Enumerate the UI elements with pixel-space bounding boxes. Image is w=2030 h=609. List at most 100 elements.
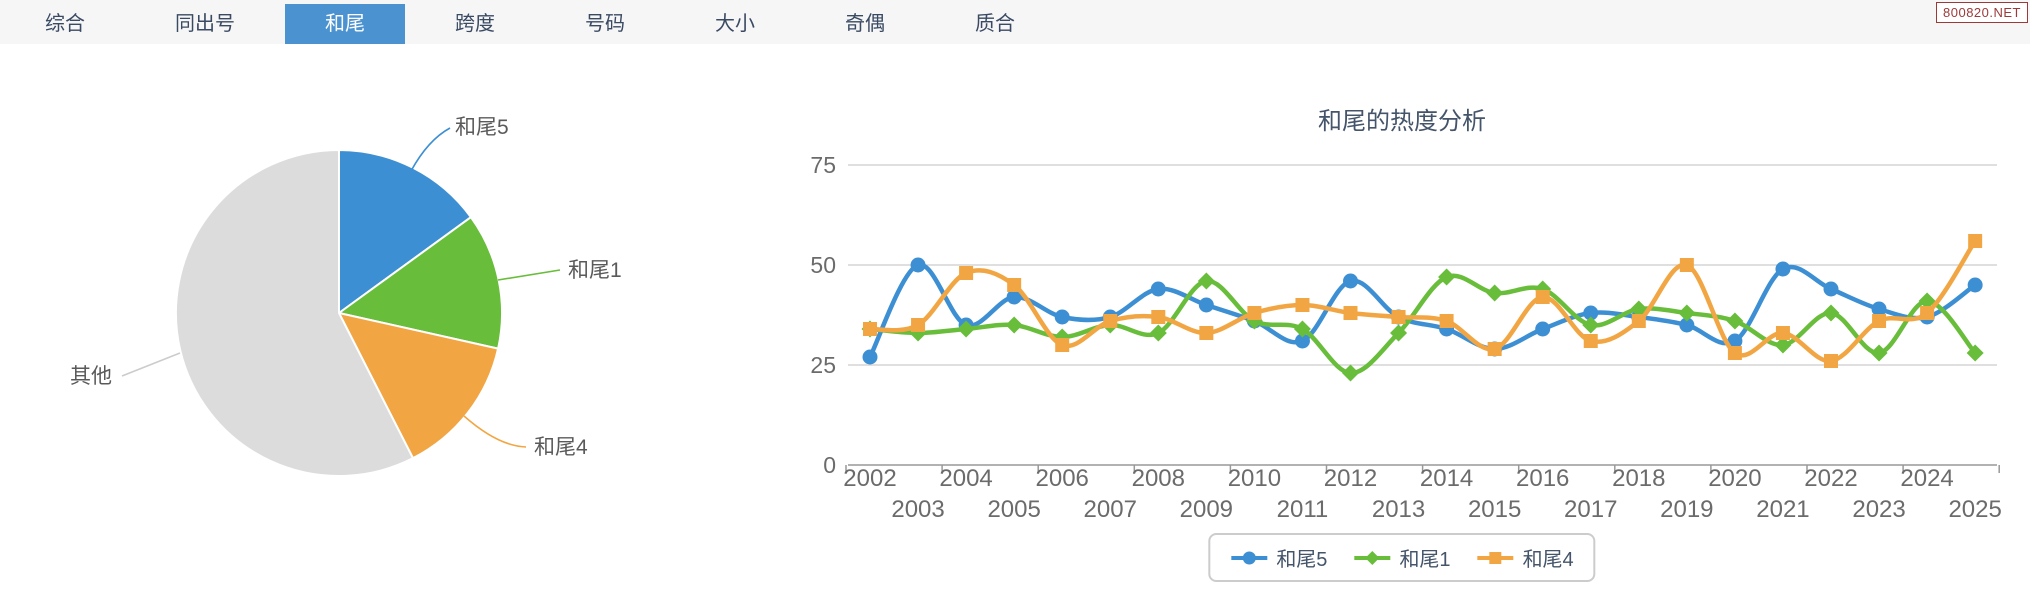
x-tick-label-2002: 2002	[843, 465, 896, 492]
marker-square-hewei4	[863, 322, 877, 336]
marker-diamond-hewei1	[1342, 364, 1359, 382]
marker-square-hewei4	[1920, 306, 1935, 320]
marker-circle-hewei5	[1967, 277, 1983, 293]
trend-chart: 0 25 50 75 2002 2003 2004 2005 2006 2007 2008 2009 2…	[810, 152, 2001, 523]
pie-chart: 和尾5 和尾1 和尾4 其他	[70, 116, 622, 477]
marker-square-hewei4	[959, 266, 974, 280]
x-tick-label-2009: 2009	[1180, 496, 1233, 523]
legend-item-hewei1[interactable]: 和尾1	[1353, 543, 1451, 572]
marker-circle-hewei5	[1823, 281, 1839, 297]
legend-marker-circle-icon	[1231, 551, 1268, 564]
legend-marker-diamond-icon	[1354, 550, 1391, 565]
x-tick-label-2005: 2005	[987, 496, 1040, 523]
x-tick-label-2012: 2012	[1324, 465, 1377, 492]
marker-square-hewei4	[1631, 314, 1646, 328]
tab-daxiao[interactable]: 大小	[715, 13, 755, 35]
marker-square-hewei4	[1439, 314, 1454, 328]
pie-label-hewei4: 和尾4	[534, 436, 588, 459]
marker-square-hewei4	[1968, 234, 1983, 248]
legend-label-hewei1: 和尾1	[1399, 549, 1451, 571]
x-tick-label-2008: 2008	[1132, 465, 1185, 492]
x-tick-label-2015: 2015	[1468, 496, 1521, 523]
x-tick-label-2019: 2019	[1660, 496, 1713, 523]
marker-diamond-hewei1	[1678, 304, 1696, 322]
y-tick-label-25: 25	[810, 352, 836, 378]
content-area: 和尾5 和尾1 和尾4 其他 0 25 50 75 2002 2003 2004 2005 2006 20…	[0, 44, 2030, 609]
marker-square-hewei4	[1535, 290, 1550, 304]
legend-label-hewei4: 和尾4	[1522, 549, 1574, 571]
marker-square-hewei4	[1775, 326, 1790, 340]
x-tick-label-2014: 2014	[1420, 465, 1473, 492]
marker-circle-hewei5	[1150, 281, 1166, 297]
marker-circle-hewei5	[1871, 301, 1887, 317]
marker-diamond-hewei1	[1582, 316, 1600, 334]
x-tick-label-2021: 2021	[1756, 496, 1809, 523]
y-tick-label-0: 0	[823, 452, 836, 478]
x-tick-label-2011: 2011	[1277, 496, 1329, 523]
marker-square-hewei4	[1007, 278, 1022, 292]
chart-title: 和尾的热度分析	[1318, 108, 1486, 135]
tab-zhihe[interactable]: 质合	[975, 13, 1015, 35]
marker-circle-hewei5	[862, 349, 878, 365]
marker-circle-hewei5	[1679, 317, 1695, 333]
marker-circle-hewei5	[1198, 297, 1214, 313]
pie-slice-hewei4	[337, 311, 500, 460]
marker-diamond-hewei1	[1390, 324, 1408, 342]
pie-leader-hewei1	[497, 269, 561, 281]
legend-item-hewei5[interactable]: 和尾5	[1230, 543, 1327, 572]
x-tick-label-2018: 2018	[1612, 465, 1665, 492]
marker-square-hewei4	[1343, 306, 1358, 320]
tab-hewei[interactable]: 和尾	[285, 4, 405, 44]
x-tick-label-2003: 2003	[891, 496, 944, 523]
x-tick-label-2006: 2006	[1036, 465, 1089, 492]
marker-square-hewei4	[1247, 306, 1262, 320]
marker-square-hewei4	[1679, 258, 1694, 272]
y-tick-label-75: 75	[810, 152, 836, 178]
tab-haoma[interactable]: 号码	[585, 13, 625, 35]
marker-circle-hewei5	[1583, 305, 1599, 321]
charts-canvas: 和尾5 和尾1 和尾4 其他 0 25 50 75 2002 2003 2004 2005 2006 20…	[70, 116, 2002, 523]
marker-circle-hewei5	[1727, 333, 1743, 349]
x-tick-label-2020: 2020	[1708, 465, 1761, 492]
marker-circle-hewei5	[1006, 289, 1022, 305]
pie-leader-hewei4	[463, 415, 527, 448]
legend: 和尾5 和尾1 和尾4	[1208, 533, 1596, 582]
x-tick-label-2024: 2024	[1900, 465, 1953, 492]
x-tick-label-2010: 2010	[1228, 465, 1281, 492]
tab-kuadu[interactable]: 跨度	[455, 13, 495, 35]
marker-square-hewei4	[1487, 342, 1502, 356]
marker-circle-hewei5	[1775, 261, 1791, 277]
marker-diamond-hewei1	[1966, 344, 1984, 362]
legend-item-hewei4[interactable]: 和尾4	[1477, 543, 1574, 572]
pie-label-hewei5: 和尾5	[455, 116, 509, 139]
marker-square-hewei4	[1103, 314, 1118, 328]
marker-square-hewei4	[1391, 310, 1406, 324]
watermark-badge: 800820.NET	[1936, 2, 2028, 23]
marker-square-hewei4	[1727, 346, 1742, 360]
marker-diamond-hewei1	[1870, 344, 1888, 362]
x-tick-label-2007: 2007	[1084, 496, 1137, 523]
marker-diamond-hewei1	[1774, 336, 1792, 354]
marker-square-hewei4	[1055, 338, 1070, 352]
pie-leader-hewei5	[410, 127, 451, 172]
x-tick-label-2022: 2022	[1804, 465, 1857, 492]
marker-square-hewei4	[1583, 334, 1598, 348]
x-tick-label-2004: 2004	[939, 465, 992, 492]
pie-slice-qita	[174, 148, 415, 477]
x-tick-label-2023: 2023	[1852, 496, 1905, 523]
tab-jiou[interactable]: 奇偶	[845, 13, 885, 35]
x-tick-label-2013: 2013	[1372, 496, 1425, 523]
tab-zonghe[interactable]: 综合	[45, 13, 85, 35]
marker-circle-hewei5	[910, 257, 926, 273]
tab-tongchuhao[interactable]: 同出号	[175, 13, 235, 35]
marker-square-hewei4	[911, 318, 926, 332]
marker-diamond-hewei1	[1726, 312, 1744, 330]
legend-marker-square-icon	[1477, 551, 1514, 564]
x-tick-label-2025: 2025	[1948, 496, 2001, 523]
pie-label-hewei1: 和尾1	[568, 259, 622, 282]
marker-diamond-hewei1	[1149, 324, 1167, 342]
marker-square-hewei4	[1199, 326, 1214, 340]
marker-diamond-hewei1	[1293, 320, 1311, 338]
marker-diamond-hewei1	[1822, 304, 1840, 322]
